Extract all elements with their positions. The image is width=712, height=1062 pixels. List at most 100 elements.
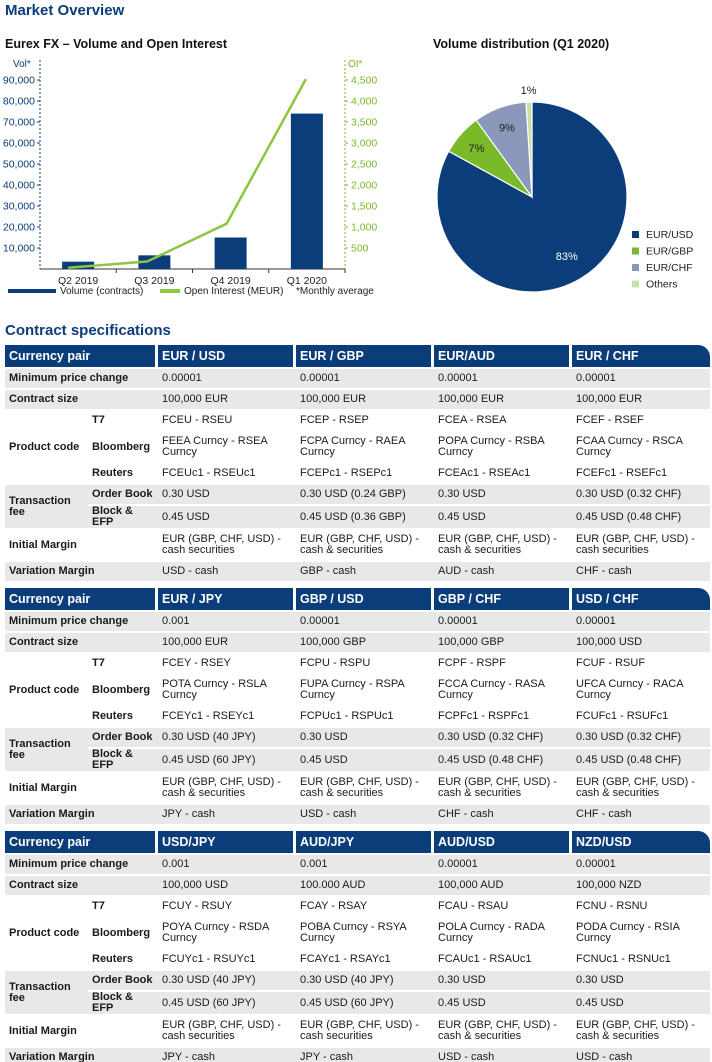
y2-axis-label: OI* xyxy=(348,59,363,70)
variation-margin-value: USD - cash xyxy=(434,1048,572,1062)
bloomberg-value: POBA Curncy - RSYA Curncy xyxy=(296,918,434,950)
pie-label: 83% xyxy=(556,251,578,263)
reuters-value: FCAYc1 - RSAYc1 xyxy=(296,950,434,971)
min-price-value: 0.00001 xyxy=(158,369,296,390)
volume-chart-title: Eurex FX – Volume and Open Interest xyxy=(5,37,228,51)
min-price-value: 0.00001 xyxy=(296,612,434,633)
bloomberg-value: FEEA Curncy - RSEA Curncy xyxy=(158,432,296,464)
y2-tick-label: 3,500 xyxy=(351,117,377,129)
initial-margin-value: EUR (GBP, CHF, USD) - cash securities xyxy=(296,1016,434,1048)
contract-size-value: 100,000 EUR xyxy=(158,633,296,654)
currency-pair: AUD/JPY xyxy=(296,831,434,855)
min-price-value: 0.001 xyxy=(158,855,296,876)
block-efp-value: 0.45 USD xyxy=(434,992,572,1016)
bloomberg-label: Bloomberg xyxy=(88,675,158,707)
block-efp-value: 0.45 USD xyxy=(296,749,434,773)
reuters-label: Reuters xyxy=(88,464,158,485)
initial-margin-value: EUR (GBP, CHF, USD) - cash & securities xyxy=(572,1016,710,1048)
min-price-value: 0.00001 xyxy=(572,855,710,876)
t7-value: FCUF - RSUF xyxy=(572,654,710,675)
currency-pair: EUR / CHF xyxy=(572,345,710,369)
initial-margin-value: EUR (GBP, CHF, USD) - cash & securities xyxy=(158,773,296,805)
min-price-value: 0.00001 xyxy=(572,612,710,633)
product-code-label: Product code xyxy=(5,897,88,971)
t7-value: FCUY - RSUY xyxy=(158,897,296,918)
spec-table: Currency pair USD/JPY AUD/JPY AUD/USD NZD/US… xyxy=(5,831,710,1062)
contract-size-value: 100,000 USD xyxy=(158,876,296,897)
currency-pair: AUD/USD xyxy=(434,831,572,855)
min-price-value: 0.001 xyxy=(158,612,296,633)
order-book-value: 0.30 USD (0.32 CHF) xyxy=(572,728,710,749)
block-efp-value: 0.45 USD (60 JPY) xyxy=(158,992,296,1016)
bloomberg-value: POYA Curncy - RSDA Curncy xyxy=(158,918,296,950)
pie-label: 1% xyxy=(521,85,537,97)
block-efp-value: 0.45 USD (60 JPY) xyxy=(296,992,434,1016)
currency-pair-header: Currency pair xyxy=(5,345,158,369)
initial-margin-value: EUR (GBP, CHF, USD) - cash & securities xyxy=(296,530,434,562)
bloomberg-value: FUPA Curncy - RSPA Curncy xyxy=(296,675,434,707)
spec-table: Currency pair EUR / USD EUR / GBP EUR/AUD EU… xyxy=(5,345,710,583)
variation-margin-value: GBP - cash xyxy=(296,562,434,583)
order-book-label: Order Book xyxy=(88,728,158,749)
initial-margin-value: EUR (GBP, CHF, USD) - cash & securities xyxy=(434,530,572,562)
currency-pair: EUR / USD xyxy=(158,345,296,369)
pie-legend-swatch xyxy=(632,231,639,238)
transaction-fee-label: Transaction fee xyxy=(5,485,88,530)
y-axis-label: Vol* xyxy=(13,59,31,70)
bloomberg-value: UFCA Curncy - RACA Curncy xyxy=(572,675,710,707)
bloomberg-value: POLA Curncy - RADA Curncy xyxy=(434,918,572,950)
y2-tick-label: 3,000 xyxy=(351,138,377,150)
min-price-value: 0.00001 xyxy=(434,855,572,876)
currency-pair: EUR / JPY xyxy=(158,588,296,612)
contract-size-value: 100,000 EUR xyxy=(434,390,572,411)
t7-value: FCEF - RSEF xyxy=(572,411,710,432)
order-book-value: 0.30 USD xyxy=(296,728,434,749)
initial-margin-label: Initial Margin xyxy=(5,530,158,562)
pie-legend-label: EUR/USD xyxy=(646,229,694,241)
min-price-value: 0.00001 xyxy=(572,369,710,390)
block-efp-label: Block & EFP xyxy=(88,506,158,530)
initial-margin-value: EUR (GBP, CHF, USD) - cash & securities xyxy=(434,773,572,805)
currency-pair: GBP / CHF xyxy=(434,588,572,612)
currency-pair: USD/JPY xyxy=(158,831,296,855)
initial-margin-value: EUR (GBP, CHF, USD) - cash securities xyxy=(572,530,710,562)
min-price-value: 0.00001 xyxy=(434,612,572,633)
reuters-value: FCPFc1 - RSPFc1 xyxy=(434,707,572,728)
t7-label: T7 xyxy=(88,411,158,432)
transaction-fee-label: Transaction fee xyxy=(5,728,88,773)
bloomberg-label: Bloomberg xyxy=(88,918,158,950)
order-book-value: 0.30 USD (0.32 CHF) xyxy=(572,485,710,506)
contract-size-value: 100.000 AUD xyxy=(296,876,434,897)
bloomberg-value: PODA Curncy - RSIA Curncy xyxy=(572,918,710,950)
reuters-value: FCUFc1 - RSUFc1 xyxy=(572,707,710,728)
bloomberg-value: FCPA Curncy - RAEA Curncy xyxy=(296,432,434,464)
contract-size-value: 100,000 AUD xyxy=(434,876,572,897)
t7-label: T7 xyxy=(88,654,158,675)
contract-size-value: 100,000 GBP xyxy=(296,633,434,654)
currency-pair-header: Currency pair xyxy=(5,588,158,612)
x-tick-label: Q1 2020 xyxy=(287,275,327,287)
initial-margin-label: Initial Margin xyxy=(5,773,158,805)
volume-distribution-pie: 83% 7% 9% 1% EUR/USD EUR/GBP EUR/CHF Others xyxy=(436,85,694,293)
volume-oi-chart: Vol* OI* 10,000 20,000 30,000 40,000 50,000 60,… xyxy=(3,59,378,297)
min-price-label: Minimum price change xyxy=(5,369,158,390)
y-tick-label: 70,000 xyxy=(3,117,35,129)
y-tick-label: 50,000 xyxy=(3,159,35,171)
block-efp-label: Block & EFP xyxy=(88,992,158,1016)
variation-margin-label: Variation Margin xyxy=(5,1048,158,1062)
variation-margin-value: USD - cash xyxy=(296,805,434,826)
variation-margin-value: JPY - cash xyxy=(158,805,296,826)
order-book-value: 0.30 USD (40 JPY) xyxy=(158,728,296,749)
pie-chart-title: Volume distribution (Q1 2020) xyxy=(433,37,610,51)
bloomberg-value: POPA Curncy - RSBA Curncy xyxy=(434,432,572,464)
block-efp-value: 0.45 USD (0.48 CHF) xyxy=(434,749,572,773)
specs-title: Contract specifications xyxy=(5,322,171,339)
variation-margin-value: JPY - cash xyxy=(296,1048,434,1062)
min-price-label: Minimum price change xyxy=(5,855,158,876)
t7-value: FCAU - RSAU xyxy=(434,897,572,918)
block-efp-value: 0.45 USD (0.48 CHF) xyxy=(572,749,710,773)
contract-size-value: 100,000 NZD xyxy=(572,876,710,897)
variation-margin-value: AUD - cash xyxy=(434,562,572,583)
y2-tick-label: 2,500 xyxy=(351,159,377,171)
variation-margin-value: JPY - cash xyxy=(158,1048,296,1062)
